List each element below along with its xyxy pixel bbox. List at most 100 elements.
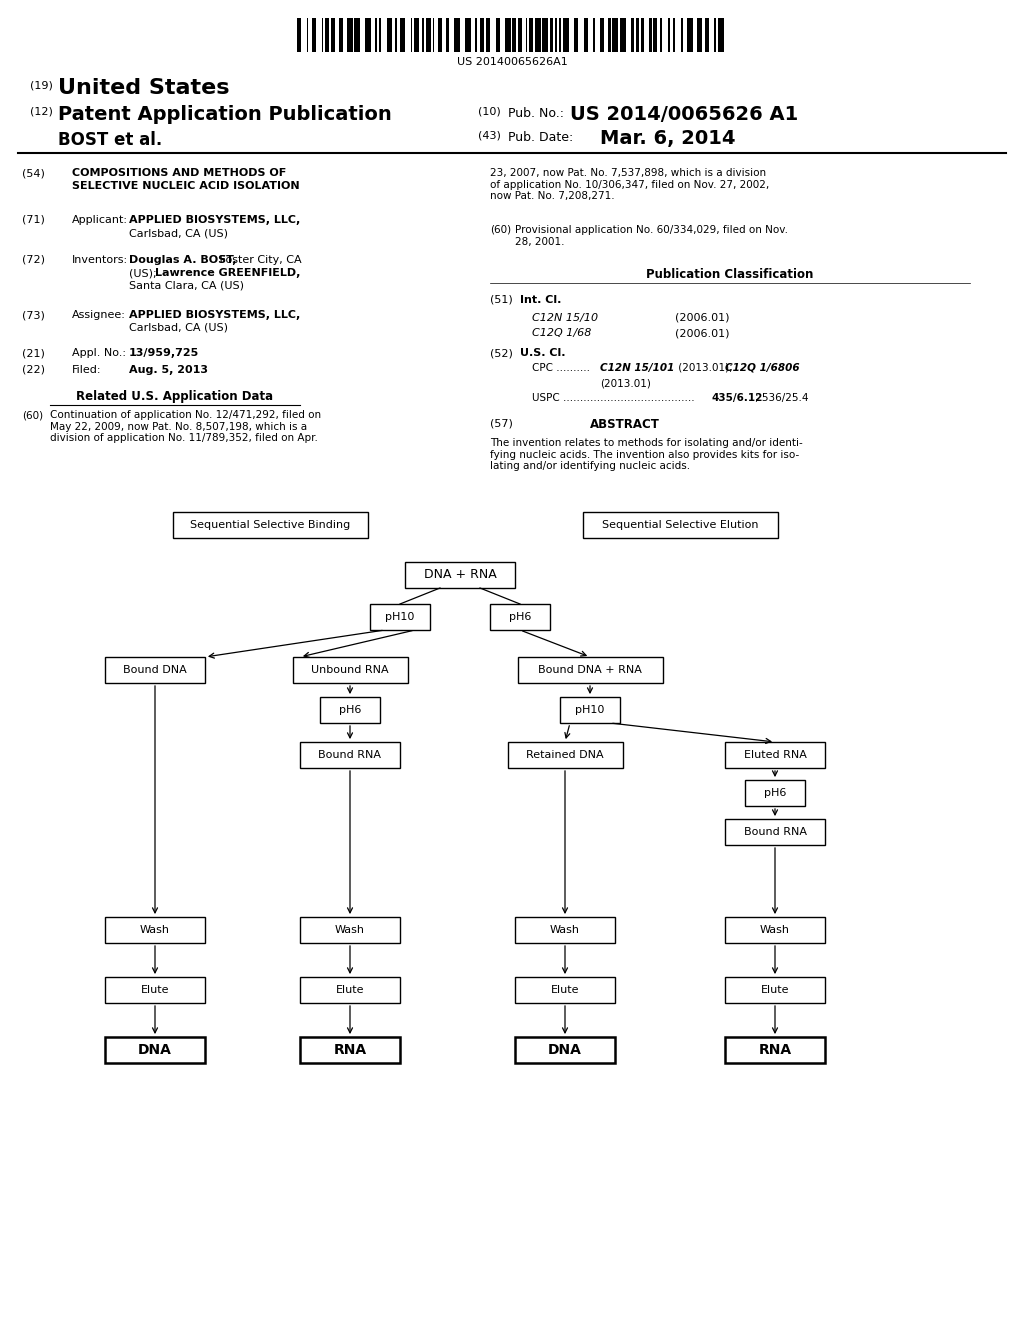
Text: pH10: pH10 (575, 705, 605, 715)
Text: Douglas A. BOST,: Douglas A. BOST, (129, 255, 237, 265)
FancyBboxPatch shape (584, 18, 588, 51)
Text: Aug. 5, 2013: Aug. 5, 2013 (129, 366, 208, 375)
Text: Bound RNA: Bound RNA (743, 828, 807, 837)
FancyBboxPatch shape (515, 1038, 615, 1063)
Text: (US);: (US); (129, 268, 160, 279)
Text: Unbound RNA: Unbound RNA (311, 665, 389, 675)
Text: Patent Application Publication: Patent Application Publication (58, 106, 392, 124)
Text: BOST et al.: BOST et al. (58, 131, 162, 149)
Text: Int. Cl.: Int. Cl. (520, 294, 561, 305)
FancyBboxPatch shape (319, 697, 380, 723)
FancyBboxPatch shape (555, 18, 556, 51)
FancyBboxPatch shape (725, 1038, 825, 1063)
FancyBboxPatch shape (593, 18, 595, 51)
Text: (72): (72) (22, 255, 45, 265)
FancyBboxPatch shape (718, 18, 724, 51)
Text: (60): (60) (22, 411, 43, 420)
Text: Wash: Wash (760, 925, 790, 935)
Text: Pub. Date:: Pub. Date: (508, 131, 573, 144)
Text: (43): (43) (478, 131, 501, 141)
FancyBboxPatch shape (432, 18, 434, 51)
Text: Bound DNA + RNA: Bound DNA + RNA (538, 665, 642, 675)
Text: Eluted RNA: Eluted RNA (743, 750, 807, 760)
Text: Wash: Wash (140, 925, 170, 935)
FancyBboxPatch shape (300, 1038, 400, 1063)
FancyBboxPatch shape (505, 18, 511, 51)
FancyBboxPatch shape (559, 18, 560, 51)
Text: Wash: Wash (550, 925, 580, 935)
FancyBboxPatch shape (105, 917, 205, 942)
FancyBboxPatch shape (515, 917, 615, 942)
FancyBboxPatch shape (322, 18, 323, 51)
Text: (54): (54) (22, 168, 45, 178)
Text: Inventors:: Inventors: (72, 255, 128, 265)
FancyBboxPatch shape (411, 18, 412, 51)
FancyBboxPatch shape (465, 18, 470, 51)
FancyBboxPatch shape (479, 18, 483, 51)
FancyBboxPatch shape (474, 18, 477, 51)
Text: (21): (21) (22, 348, 45, 358)
Text: Bound DNA: Bound DNA (123, 665, 186, 675)
Text: 23, 2007, now Pat. No. 7,537,898, which is a division
of application No. 10/306,: 23, 2007, now Pat. No. 7,537,898, which … (490, 168, 769, 201)
FancyBboxPatch shape (636, 18, 639, 51)
Text: C12N 15/101: C12N 15/101 (600, 363, 675, 374)
FancyBboxPatch shape (631, 18, 634, 51)
FancyBboxPatch shape (105, 657, 205, 682)
FancyBboxPatch shape (438, 18, 442, 51)
FancyBboxPatch shape (725, 742, 825, 768)
Text: DNA: DNA (548, 1043, 582, 1057)
FancyBboxPatch shape (673, 18, 675, 51)
Text: Filed:: Filed: (72, 366, 101, 375)
Text: (2006.01): (2006.01) (675, 313, 729, 323)
Text: Elute: Elute (336, 985, 365, 995)
FancyBboxPatch shape (725, 917, 825, 942)
FancyBboxPatch shape (300, 977, 400, 1003)
Text: Provisional application No. 60/334,029, filed on Nov.
28, 2001.: Provisional application No. 60/334,029, … (515, 224, 788, 247)
Text: Related U.S. Application Data: Related U.S. Application Data (77, 389, 273, 403)
Text: (60): (60) (490, 224, 511, 235)
FancyBboxPatch shape (620, 18, 626, 51)
FancyBboxPatch shape (512, 18, 516, 51)
Text: C12Q 1/6806: C12Q 1/6806 (725, 363, 800, 374)
FancyBboxPatch shape (406, 562, 515, 587)
FancyBboxPatch shape (347, 18, 352, 51)
FancyBboxPatch shape (365, 18, 371, 51)
FancyBboxPatch shape (306, 18, 308, 51)
Text: Carlsbad, CA (US): Carlsbad, CA (US) (129, 228, 228, 238)
Text: Elute: Elute (140, 985, 169, 995)
Text: pH10: pH10 (385, 612, 415, 622)
Text: (71): (71) (22, 215, 45, 224)
Text: pH6: pH6 (509, 612, 531, 622)
FancyBboxPatch shape (508, 742, 623, 768)
FancyBboxPatch shape (414, 18, 419, 51)
FancyBboxPatch shape (649, 18, 651, 51)
FancyBboxPatch shape (379, 18, 381, 51)
FancyBboxPatch shape (517, 18, 521, 51)
Text: (2013.01): (2013.01) (600, 378, 651, 388)
FancyBboxPatch shape (331, 18, 335, 51)
Text: Publication Classification: Publication Classification (646, 268, 814, 281)
FancyBboxPatch shape (687, 18, 692, 51)
Text: APPLIED BIOSYSTEMS, LLC,: APPLIED BIOSYSTEMS, LLC, (129, 310, 300, 319)
Text: Wash: Wash (335, 925, 365, 935)
FancyBboxPatch shape (399, 18, 406, 51)
FancyBboxPatch shape (297, 18, 301, 51)
Text: Santa Clara, CA (US): Santa Clara, CA (US) (129, 281, 244, 290)
Text: Carlsbad, CA (US): Carlsbad, CA (US) (129, 323, 228, 333)
Text: CPC ..........: CPC .......... (532, 363, 590, 374)
FancyBboxPatch shape (293, 657, 408, 682)
FancyBboxPatch shape (535, 18, 541, 51)
FancyBboxPatch shape (394, 18, 397, 51)
Text: (57): (57) (490, 418, 513, 428)
Text: 435/6.12: 435/6.12 (712, 393, 763, 403)
FancyBboxPatch shape (105, 977, 205, 1003)
Text: COMPOSITIONS AND METHODS OF: COMPOSITIONS AND METHODS OF (72, 168, 287, 178)
FancyBboxPatch shape (426, 18, 431, 51)
FancyBboxPatch shape (515, 977, 615, 1003)
FancyBboxPatch shape (668, 18, 670, 51)
Text: USPC .......................................: USPC ...................................… (532, 393, 694, 403)
FancyBboxPatch shape (705, 18, 709, 51)
FancyBboxPatch shape (325, 18, 329, 51)
Text: U.S. Cl.: U.S. Cl. (520, 348, 565, 358)
Text: Bound RNA: Bound RNA (318, 750, 382, 760)
